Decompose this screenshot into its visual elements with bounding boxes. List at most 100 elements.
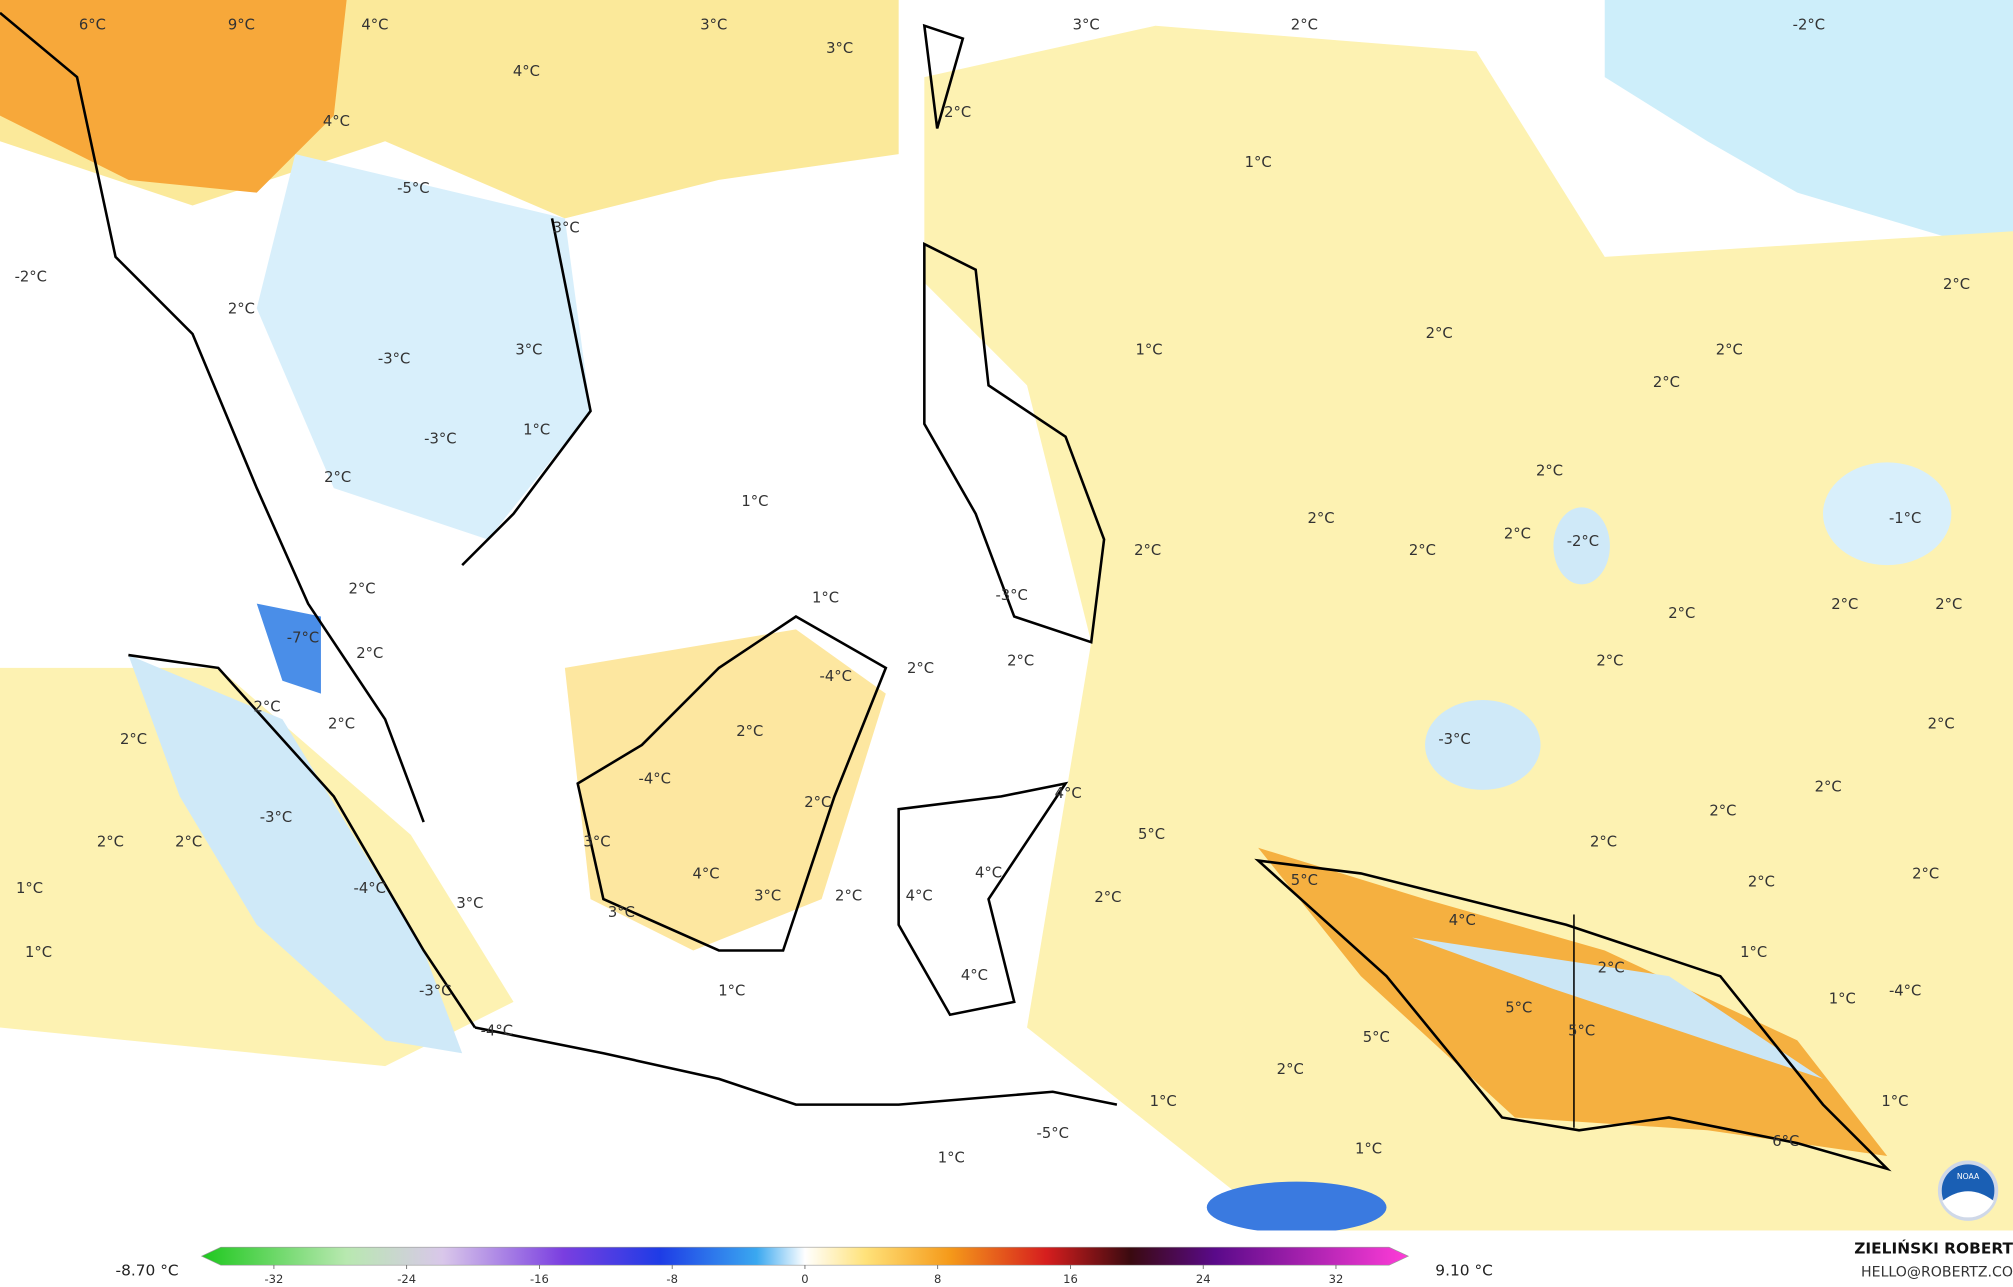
temperature-label: 2°C: [1426, 325, 1453, 342]
temperature-label: 1°C: [16, 880, 43, 897]
temperature-label: 2°C: [1504, 525, 1531, 542]
temperature-label: 1°C: [1245, 154, 1272, 171]
temperature-label: 2°C: [228, 301, 255, 318]
temperature-label: 2°C: [1935, 596, 1962, 613]
temperature-label: -1°C: [1889, 510, 1921, 527]
colorbar-ticks: -32 -24 -16 -8 0 8 16 24 32: [264, 1265, 1343, 1286]
temperature-label: 9°C: [228, 17, 255, 34]
colorbar-tick-label: -16: [530, 1272, 549, 1286]
temperature-label: 2°C: [1590, 834, 1617, 851]
colorbar-tick-label: 8: [934, 1272, 941, 1286]
temperature-label: -3°C: [995, 587, 1027, 604]
temperature-label: 3°C: [456, 895, 483, 912]
temperature-label: 2°C: [1409, 542, 1436, 559]
temperature-label: 2°C: [356, 645, 383, 662]
logo: NOAA: [1937, 1160, 1999, 1221]
temperature-label: 2°C: [944, 104, 971, 121]
temperature-label: 2°C: [1831, 596, 1858, 613]
temperature-label: 4°C: [693, 866, 720, 883]
temperature-label: -7°C: [287, 629, 319, 646]
temperature-label: -4°C: [639, 771, 671, 788]
temperature-label: 2°C: [120, 731, 147, 748]
temperature-label: 5°C: [1568, 1022, 1595, 1039]
colorbar-tick-label: 16: [1063, 1272, 1078, 1286]
temperature-label: 2°C: [1308, 510, 1335, 527]
temperature-label: -3°C: [1438, 731, 1470, 748]
colorbar-tick-label: 0: [801, 1272, 808, 1286]
temperature-label: 2°C: [1709, 803, 1736, 820]
temperature-label: 3°C: [553, 220, 580, 237]
temperature-label: -2°C: [1567, 533, 1599, 550]
temperature-label: 1°C: [1355, 1141, 1382, 1158]
temperature-label: 2°C: [1668, 605, 1695, 622]
temperature-label: -4°C: [481, 1022, 513, 1039]
temperature-label: 4°C: [961, 967, 988, 984]
temperature-label: 2°C: [1716, 342, 1743, 359]
temperature-label: -3°C: [419, 983, 451, 1000]
temperature-label: 2°C: [907, 660, 934, 677]
temperature-label: 2°C: [1748, 873, 1775, 890]
colorbar-tick-label: -24: [397, 1272, 416, 1286]
temperature-label: 5°C: [1363, 1029, 1390, 1046]
temperature-label: 2°C: [1596, 652, 1623, 669]
temperature-label: 2°C: [324, 469, 351, 486]
logo-text: NOAA: [1957, 1172, 1980, 1181]
temperature-label: 2°C: [97, 834, 124, 851]
temperature-label: -3°C: [260, 809, 292, 826]
temperature-label: 2°C: [1094, 889, 1121, 906]
temperature-label: 2°C: [1277, 1061, 1304, 1078]
temperature-label: 1°C: [1740, 944, 1767, 961]
map-field: [0, 0, 2013, 1234]
temperature-label: 1°C: [523, 421, 550, 438]
temperature-label: 2°C: [1134, 542, 1161, 559]
temperature-label: 2°C: [1007, 652, 1034, 669]
temperature-label: 6°C: [79, 17, 106, 34]
temperature-label: -5°C: [397, 180, 429, 197]
temperature-label: 2°C: [1912, 866, 1939, 883]
temperature-label: 3°C: [608, 904, 635, 921]
temperature-label: 2°C: [736, 723, 763, 740]
temperature-label: 2°C: [1815, 778, 1842, 795]
credit-name: ZIELIŃSKI ROBERT: [1854, 1239, 2013, 1258]
temperature-label: 3°C: [700, 17, 727, 34]
temperature-label: -2°C: [15, 268, 47, 285]
temperature-label: 4°C: [906, 888, 933, 905]
temperature-label: 2°C: [349, 581, 376, 598]
temperature-label: 3°C: [515, 342, 542, 359]
temperature-label: 3°C: [826, 40, 853, 57]
temperature-label: 2°C: [1291, 17, 1318, 34]
temperature-label: -3°C: [378, 351, 410, 368]
temperature-label: 1°C: [1881, 1093, 1908, 1110]
temperature-label: 2°C: [1536, 462, 1563, 479]
temperature-label: 1°C: [938, 1150, 965, 1167]
temperature-label: 2°C: [1928, 715, 1955, 732]
temperature-label: -4°C: [354, 880, 386, 897]
temperature-label: 2°C: [1598, 959, 1625, 976]
temperature-label: 1°C: [25, 944, 52, 961]
colorbar-min: -8.70 °C: [116, 1261, 179, 1279]
temperature-label: 5°C: [1291, 872, 1318, 889]
temperature-label: 3°C: [754, 888, 781, 905]
temperature-label: -2°C: [1793, 17, 1825, 34]
temperature-label: 1°C: [718, 983, 745, 1000]
temperature-label: 2°C: [1943, 276, 1970, 293]
temperature-label: 4°C: [975, 864, 1002, 881]
colorbar-tick-label: 32: [1329, 1272, 1344, 1286]
temperature-label: -4°C: [820, 668, 852, 685]
temperature-label: -4°C: [1889, 983, 1921, 1000]
colorbar-tick-label: -32: [264, 1272, 283, 1286]
labels: 6°C 9°C 4°C 3°C 3°C 2°C -2°C 4°C 3°C 2°C 4°C 1°C -5°…: [15, 17, 1970, 1167]
temperature-label: 4°C: [1449, 912, 1476, 929]
temperature-label: -3°C: [424, 430, 456, 447]
temperature-label: 2°C: [175, 834, 202, 851]
temperature-label: 1°C: [1829, 990, 1856, 1007]
colorbar-max: 9.10 °C: [1435, 1261, 1493, 1279]
temperature-label: 2°C: [1653, 374, 1680, 391]
temperature-label: 2°C: [254, 699, 281, 716]
colorbar-tick-label: 24: [1196, 1272, 1211, 1286]
temperature-label: 4°C: [513, 63, 540, 80]
temperature-label: 3°C: [1073, 17, 1100, 34]
temperature-label: 1°C: [1150, 1093, 1177, 1110]
temperature-label: 2°C: [328, 715, 355, 732]
